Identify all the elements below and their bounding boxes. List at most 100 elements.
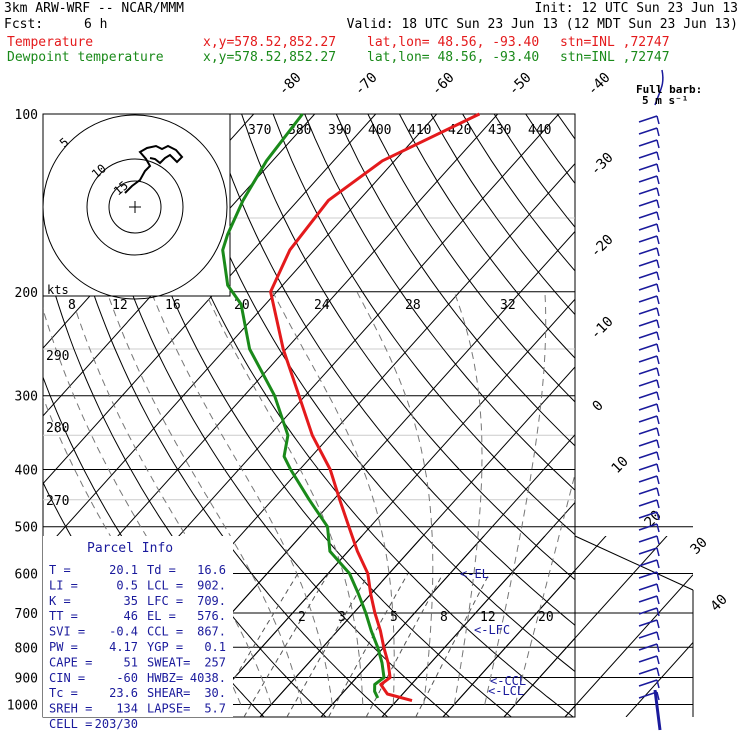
- isotherm-extended: [503, 536, 668, 717]
- wind-barb: [656, 403, 660, 413]
- theta-label: 290: [46, 349, 69, 364]
- parcel-param-value: 30.: [204, 686, 226, 700]
- wind-barb: [638, 283, 658, 291]
- mixing-ratio-label: 24: [314, 298, 330, 313]
- wind-barb: [638, 247, 658, 255]
- moist-adiabat: [484, 291, 547, 705]
- parcel-param-value: 46: [124, 609, 138, 623]
- parcel-param-label: CELL =: [49, 717, 92, 731]
- wind-barb: [638, 655, 658, 663]
- wind-barb: [638, 583, 658, 591]
- wind-barb: [656, 307, 660, 317]
- hodograph-ring: [42, 114, 228, 300]
- parcel-param-value: 709.: [197, 594, 226, 608]
- lcl-marker: <-LCL: [488, 684, 524, 698]
- wind-barb: [656, 655, 660, 665]
- temperature-profile: [269, 112, 481, 703]
- wind-barb: [638, 223, 658, 231]
- wind-barb: [656, 427, 660, 437]
- isotherm-extended: [381, 536, 546, 717]
- wind-barb: [656, 559, 660, 569]
- wind-barb-top: [654, 69, 664, 106]
- isotherm-label: -70: [352, 70, 381, 99]
- wind-barb: [638, 175, 658, 183]
- moist-adiabat: [356, 291, 434, 705]
- parcel-param-value: -60: [116, 671, 138, 685]
- hodograph-ring: [108, 180, 162, 234]
- theta-label: 280: [46, 421, 69, 436]
- wind-barb: [638, 331, 658, 339]
- isotherm-label: 30: [688, 535, 711, 558]
- wind-barb: [656, 115, 660, 125]
- wind-barb: [638, 463, 658, 471]
- isotherm-label: -80: [276, 70, 305, 99]
- theta-label: 410: [408, 123, 431, 138]
- wind-barb: [656, 691, 660, 701]
- parcel-param-label: LAPSE=: [147, 702, 190, 716]
- parcel-param-label: PW =: [49, 640, 78, 654]
- mixing-ratio-label: 28: [405, 298, 421, 313]
- parcel-param-value: 51: [124, 655, 138, 669]
- wind-barb: [638, 355, 658, 363]
- forecast-label: Fcst:: [4, 17, 44, 32]
- wind-barb: [656, 619, 660, 629]
- wind-barb: [656, 247, 660, 257]
- wind-barb: [638, 631, 658, 639]
- parcel-param-value: 4038.: [190, 671, 226, 685]
- dry-adiabat: [83, 114, 450, 717]
- mixing-ratio-line: [415, 573, 490, 717]
- parcel-param-value: 902.: [197, 578, 226, 592]
- el-marker: <-EL: [460, 567, 489, 581]
- parcel-info-title: Parcel Info: [87, 541, 173, 556]
- wind-barb: [656, 259, 660, 269]
- isotherm-label: -60: [429, 70, 458, 99]
- pressure-tick-300: 300: [15, 390, 38, 405]
- parcel-param-value: 257: [204, 655, 226, 669]
- wind-barb: [638, 475, 658, 483]
- wind-barb: [638, 679, 658, 687]
- hodograph-ring: [86, 158, 184, 256]
- parcel-param-label: TT =: [49, 609, 78, 623]
- dry-adiabat: [398, 114, 575, 359]
- moist-adiabat: [514, 472, 575, 705]
- wind-barb: [638, 607, 658, 615]
- init-time: Init: 12 UTC Sun 23 Jun 13: [534, 1, 739, 16]
- wind-barb: [656, 127, 660, 137]
- temperature-xy: x,y=578.52,852.27: [203, 35, 337, 50]
- wind-barb-surface: [653, 689, 662, 731]
- wind-barb: [638, 199, 658, 207]
- wind-barb: [656, 331, 660, 341]
- parcel-param-value: 134: [116, 702, 138, 716]
- parcel-param-label: SWEAT=: [147, 655, 190, 669]
- isotherm: [381, 501, 575, 717]
- wind-barb: [656, 583, 660, 593]
- parcel-param-label: CIN =: [49, 671, 85, 685]
- dry-adiabat: [51, 114, 388, 717]
- parcel-param-label: HWBZ=: [147, 671, 183, 685]
- wind-barb: [638, 115, 658, 123]
- wind-barb: [638, 643, 658, 651]
- wind-barb: [638, 307, 658, 315]
- mixing-ratio-label: 8: [68, 298, 76, 313]
- parcel-param-value: 20.1: [109, 563, 138, 577]
- mixing-ratio-line: [243, 573, 329, 717]
- parcel-param-label: LCL =: [147, 578, 183, 592]
- pressure-tick-1000: 1000: [7, 698, 38, 713]
- dry-adiabat: [272, 114, 575, 536]
- wind-barb: [656, 451, 660, 461]
- wind-barb: [638, 427, 658, 435]
- temperature-latlon: lat,lon= 48.56, -93.40: [367, 35, 540, 50]
- moist-adiabat: [453, 291, 483, 705]
- isotherm: [43, 114, 377, 485]
- wind-barb: [638, 535, 658, 543]
- ccl-marker: <-CCL: [490, 674, 526, 688]
- theta-label: 370: [248, 123, 271, 138]
- pressure-tick-700: 700: [15, 607, 38, 622]
- wind-barb: [656, 295, 660, 305]
- mixing-ratio-label: 5: [390, 610, 398, 625]
- theta-label: 400: [368, 123, 391, 138]
- parcel-param-value: 867.: [197, 625, 226, 639]
- isotherm: [564, 705, 575, 717]
- mixing-ratio-label: 12: [480, 610, 496, 625]
